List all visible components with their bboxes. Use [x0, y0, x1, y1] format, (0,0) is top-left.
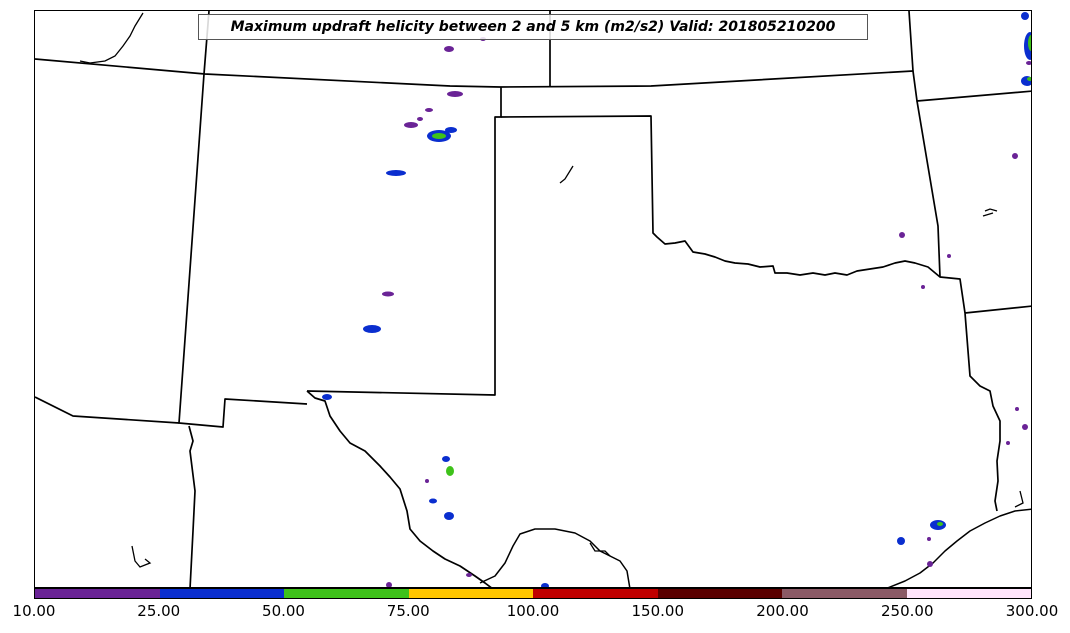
colorbar-segment — [408, 589, 533, 598]
coast-details — [79, 12, 1024, 568]
colorbar-segment — [159, 589, 284, 598]
rio-grande-border — [306, 390, 492, 587]
colorbar-segment — [284, 589, 409, 598]
colorbar-segment — [533, 589, 658, 598]
colorbar-label: 25.00 — [137, 602, 181, 620]
colorbar-label: 50.00 — [262, 602, 305, 620]
colorbar-label: 150.00 — [631, 602, 685, 620]
colorbar-labels: 10.00 25.00 50.00 75.00 100.00 150.00 20… — [0, 600, 1070, 624]
gulf-coastline — [479, 508, 1031, 587]
map-canvas — [35, 11, 1031, 587]
colorbar — [34, 588, 1032, 599]
colorbar-segment — [782, 589, 907, 598]
colorbar-segment — [35, 589, 160, 598]
colorbar-label: 75.00 — [386, 602, 430, 620]
colorbar-label: 100.00 — [506, 602, 560, 620]
colorbar-label: 10.00 — [12, 602, 56, 620]
map-area — [34, 10, 1032, 588]
colorbar-label: 300.00 — [1005, 602, 1059, 620]
helicity-cells — [322, 12, 1031, 587]
state-boundaries — [35, 11, 1031, 587]
colorbar-label: 200.00 — [756, 602, 809, 620]
colorbar-segment — [906, 589, 1031, 598]
map-title: Maximum updraft helicity between 2 and 5… — [198, 14, 868, 40]
colorbar-label: 250.00 — [881, 602, 934, 620]
colorbar-segment — [657, 589, 782, 598]
